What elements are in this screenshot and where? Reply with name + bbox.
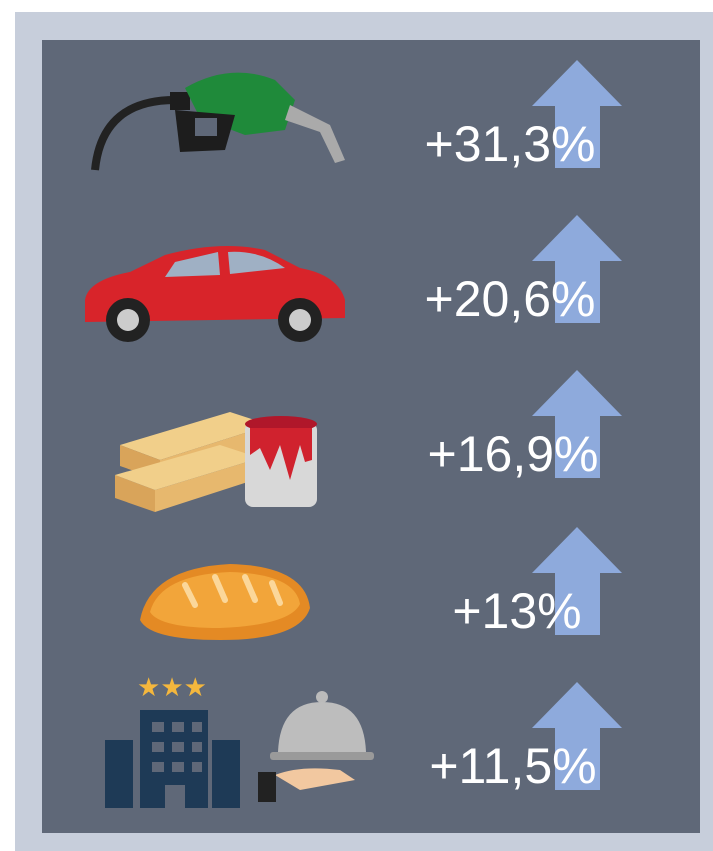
percent-label: +20,6%	[425, 271, 596, 327]
up-arrow	[532, 682, 622, 790]
percent-label: +16,9%	[428, 426, 599, 482]
up-arrow	[532, 60, 622, 168]
materials-icon	[115, 412, 317, 512]
fuel-icon	[91, 72, 345, 171]
up-arrow	[532, 527, 622, 635]
percent-label: +31,3%	[425, 116, 596, 172]
percent-label: +11,5%	[429, 738, 596, 794]
percent-label: +13%	[452, 583, 581, 639]
svg-text:★★★: ★★★	[137, 672, 207, 702]
up-arrow	[532, 215, 622, 323]
up-arrow	[532, 370, 622, 478]
bread-icon	[140, 564, 310, 640]
hotel-icon: ★★★	[105, 672, 374, 808]
car-icon	[85, 246, 345, 342]
